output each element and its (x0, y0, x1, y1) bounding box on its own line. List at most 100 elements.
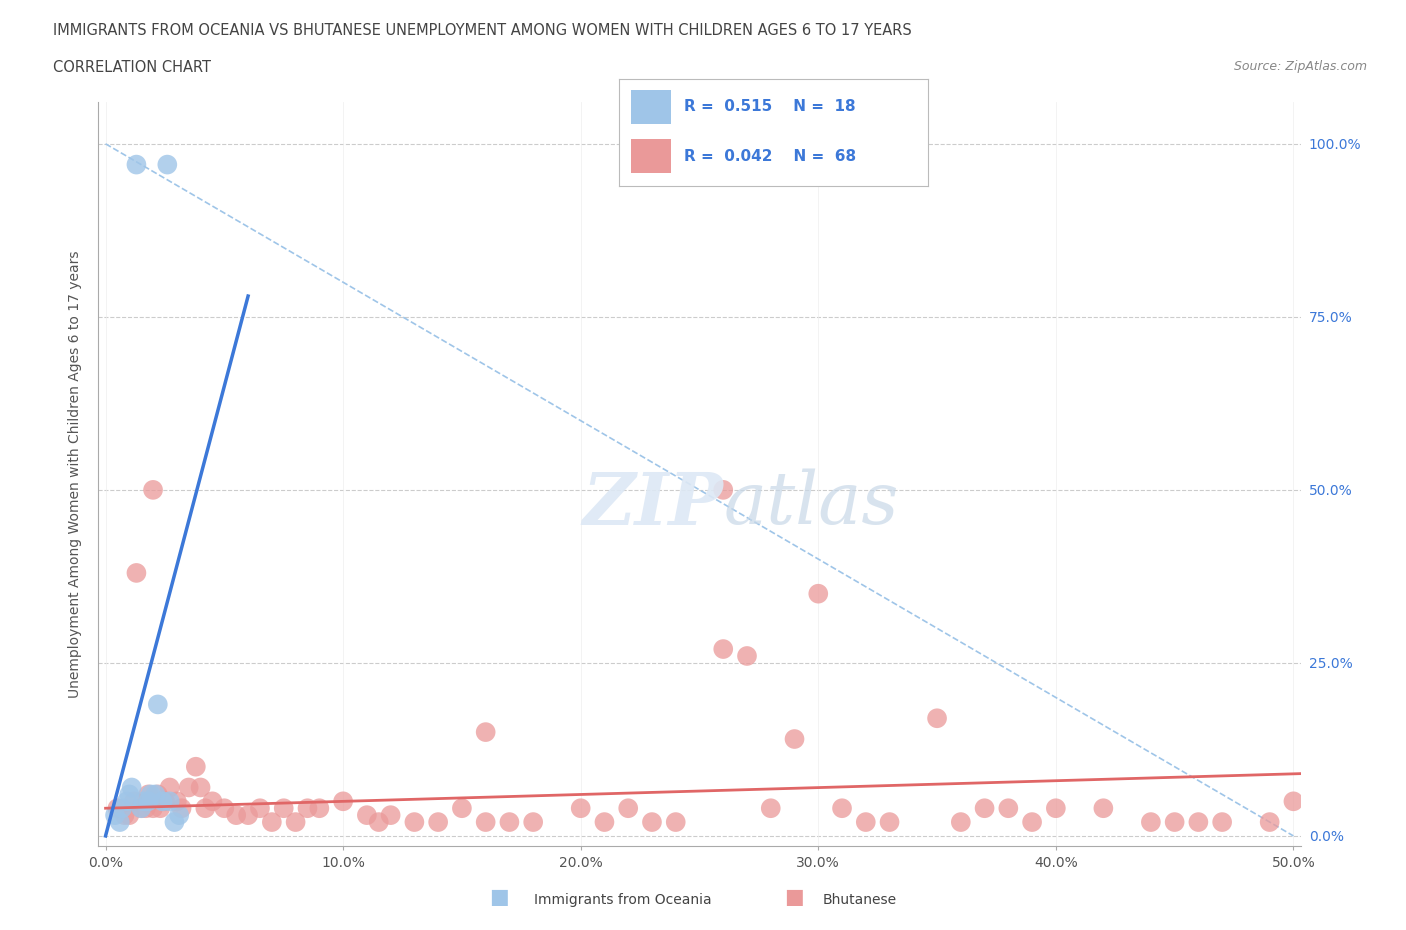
Point (159, 794, 181, 809)
Text: Source: ZipAtlas.com: Source: ZipAtlas.com (1233, 60, 1367, 73)
Point (474, 724, 496, 739)
Point (427, 815, 450, 830)
Point (170, 801, 193, 816)
Point (1092, 801, 1115, 816)
Point (156, 157, 179, 172)
Point (159, 780, 181, 795)
Point (855, 815, 877, 830)
Point (129, 801, 152, 816)
Text: R =  0.515    N =  18: R = 0.515 N = 18 (683, 100, 855, 114)
Point (1140, 815, 1163, 830)
Bar (631, 139, 671, 173)
Point (136, 787, 159, 802)
Bar (631, 89, 671, 124)
Point (163, 815, 186, 830)
Point (190, 780, 212, 795)
Text: Immigrants from Oceania: Immigrants from Oceania (534, 893, 711, 907)
Point (297, 801, 319, 816)
Point (132, 794, 155, 809)
Point (593, 815, 616, 830)
Point (214, 801, 236, 816)
Point (145, 787, 167, 802)
Point (997, 801, 1019, 816)
Point (617, 801, 640, 816)
Point (1211, 815, 1233, 830)
Point (474, 815, 496, 830)
Point (194, 801, 217, 816)
Point (332, 794, 354, 809)
Point (153, 794, 176, 809)
Point (665, 815, 688, 830)
Point (201, 794, 224, 809)
Point (380, 808, 402, 823)
Text: CORRELATION CHART: CORRELATION CHART (53, 60, 211, 75)
Point (125, 565, 148, 580)
Y-axis label: Unemployment Among Women with Children Ages 6 to 17 years: Unemployment Among Women with Children A… (69, 250, 83, 698)
Text: ■: ■ (785, 886, 804, 907)
Point (759, 801, 782, 816)
Point (949, 815, 972, 830)
Point (260, 815, 283, 830)
Point (284, 815, 307, 830)
Text: R =  0.042    N =  68: R = 0.042 N = 68 (683, 149, 856, 164)
Point (249, 801, 271, 816)
Point (118, 808, 141, 823)
Point (118, 787, 141, 802)
Point (136, 794, 159, 809)
Point (273, 801, 295, 816)
Point (1282, 794, 1305, 809)
Point (236, 808, 259, 823)
Point (879, 815, 901, 830)
Point (356, 808, 378, 823)
Point (522, 815, 544, 830)
Point (711, 483, 734, 498)
Text: ■: ■ (489, 886, 509, 907)
Text: IMMIGRANTS FROM OCEANIA VS BHUTANESE UNEMPLOYMENT AMONG WOMEN WITH CHILDREN AGES: IMMIGRANTS FROM OCEANIA VS BHUTANESE UNE… (53, 23, 912, 38)
Point (121, 780, 143, 795)
Point (108, 815, 131, 830)
Point (139, 787, 162, 802)
Point (135, 801, 157, 816)
Point (783, 732, 806, 747)
Point (122, 794, 145, 809)
Point (167, 808, 190, 823)
Point (1045, 801, 1067, 816)
Point (225, 808, 247, 823)
Point (177, 780, 200, 795)
Point (166, 794, 188, 809)
Point (184, 759, 207, 774)
Point (142, 801, 165, 816)
Point (308, 801, 330, 816)
Point (925, 711, 948, 725)
Point (367, 815, 389, 830)
Point (149, 801, 172, 816)
Point (569, 801, 592, 816)
Point (735, 648, 758, 663)
Point (107, 801, 129, 816)
Point (498, 815, 520, 830)
Point (831, 801, 853, 816)
Point (146, 787, 169, 802)
Point (711, 642, 734, 657)
Point (1021, 815, 1043, 830)
Point (111, 801, 134, 816)
Point (152, 794, 174, 809)
Point (1258, 815, 1281, 830)
Point (114, 808, 136, 823)
Point (807, 586, 830, 601)
Point (404, 815, 426, 830)
Point (451, 801, 474, 816)
Text: atlas: atlas (724, 469, 898, 539)
Point (641, 815, 664, 830)
Point (125, 157, 148, 172)
Point (973, 801, 995, 816)
Point (1187, 815, 1209, 830)
Text: Bhutanese: Bhutanese (823, 893, 897, 907)
Point (129, 801, 152, 816)
Point (146, 697, 169, 711)
Point (1163, 815, 1185, 830)
Point (104, 808, 127, 823)
Point (115, 794, 138, 809)
Point (142, 483, 165, 498)
Text: ZIP: ZIP (582, 469, 724, 539)
